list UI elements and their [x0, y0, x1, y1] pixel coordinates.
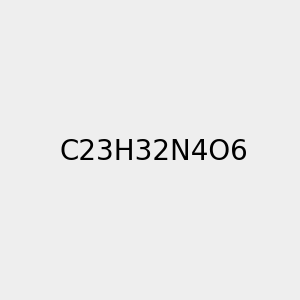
Text: C23H32N4O6: C23H32N4O6 [59, 137, 248, 166]
